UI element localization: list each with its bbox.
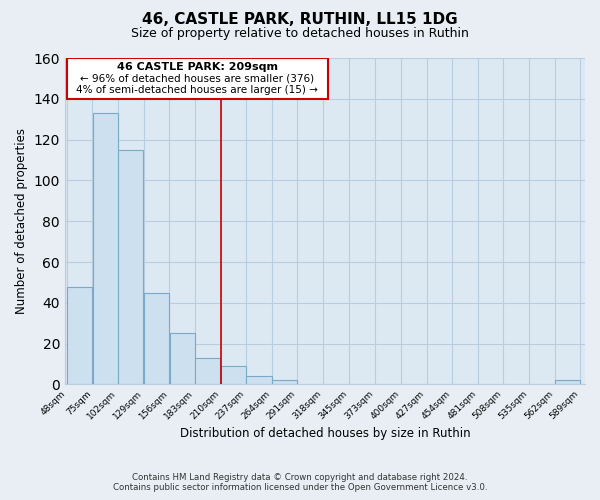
Bar: [92, 113, 118, 384]
Bar: [272, 380, 297, 384]
Text: ← 96% of detached houses are smaller (376): ← 96% of detached houses are smaller (37…: [80, 74, 314, 84]
Text: 46 CASTLE PARK: 209sqm: 46 CASTLE PARK: 209sqm: [117, 62, 278, 72]
FancyBboxPatch shape: [67, 58, 328, 99]
Y-axis label: Number of detached properties: Number of detached properties: [15, 128, 28, 314]
Bar: [118, 150, 143, 384]
Bar: [67, 286, 92, 384]
Bar: [247, 376, 272, 384]
Text: 4% of semi-detached houses are larger (15) →: 4% of semi-detached houses are larger (1…: [76, 85, 318, 95]
X-axis label: Distribution of detached houses by size in Ruthin: Distribution of detached houses by size …: [179, 427, 470, 440]
Bar: [144, 292, 169, 384]
Text: Contains HM Land Registry data © Crown copyright and database right 2024.
Contai: Contains HM Land Registry data © Crown c…: [113, 473, 487, 492]
Bar: [221, 366, 246, 384]
Text: Size of property relative to detached houses in Ruthin: Size of property relative to detached ho…: [131, 28, 469, 40]
Bar: [195, 358, 220, 384]
Bar: [170, 334, 195, 384]
Bar: [555, 380, 580, 384]
Text: 46, CASTLE PARK, RUTHIN, LL15 1DG: 46, CASTLE PARK, RUTHIN, LL15 1DG: [142, 12, 458, 28]
